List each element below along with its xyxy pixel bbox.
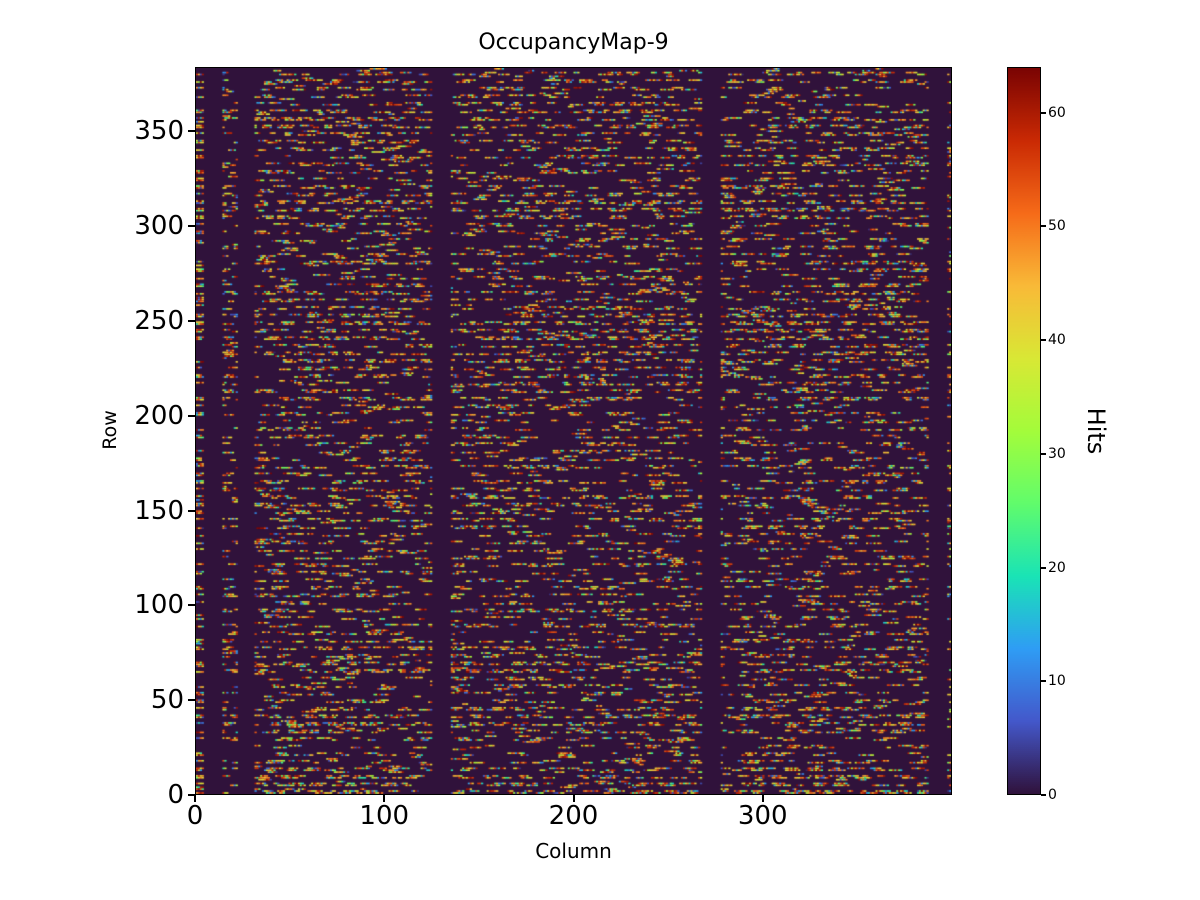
colorbar-tick-label: 50	[1048, 218, 1066, 235]
chart-title: OccupancyMap-9	[478, 30, 669, 55]
y-tick-label: 350	[134, 116, 184, 147]
x-tick-label: 300	[737, 801, 788, 831]
y-tick-label: 50	[150, 685, 184, 716]
colorbar-tick-label: 60	[1048, 104, 1066, 121]
y-tick-mark	[188, 699, 195, 702]
colorbar-tick-label: 10	[1048, 673, 1066, 690]
colorbar-tick-mark	[1041, 794, 1046, 796]
colorbar-tick-mark	[1041, 680, 1046, 683]
colorbar-tick-mark	[1041, 339, 1046, 341]
y-tick-label: 250	[134, 306, 184, 337]
x-axis-label: Column	[535, 839, 612, 863]
colorbar-tick-label: 40	[1048, 332, 1066, 348]
colorbar-tick-label: 0	[1048, 787, 1057, 803]
colorbar-canvas	[1008, 68, 1040, 794]
y-tick-mark	[188, 794, 195, 796]
y-tick-mark	[188, 414, 195, 417]
y-tick-mark	[188, 604, 195, 607]
x-tick-label: 0	[186, 801, 204, 831]
x-tick-label: 100	[359, 801, 410, 831]
x-tick-mark	[761, 795, 764, 802]
x-tick-label: 200	[548, 801, 599, 831]
x-tick-mark	[194, 795, 196, 802]
colorbar-tick-mark	[1041, 111, 1046, 114]
y-tick-label: 300	[134, 211, 184, 242]
y-tick-mark	[188, 320, 195, 323]
colorbar-tick-mark	[1041, 452, 1046, 455]
y-tick-mark	[188, 130, 195, 133]
colorbar-tick-mark	[1041, 225, 1046, 228]
x-tick-mark	[572, 795, 575, 802]
colorbar-tick-mark	[1041, 566, 1046, 569]
plot-area	[195, 67, 952, 795]
colorbar-tick-label: 20	[1048, 559, 1066, 576]
colorbar	[1007, 67, 1041, 795]
colorbar-label: Hits	[1082, 407, 1110, 455]
y-tick-label: 100	[134, 590, 184, 621]
x-tick-mark	[383, 795, 386, 802]
y-tick-mark	[188, 509, 195, 512]
colorbar-tick-label: 30	[1048, 445, 1066, 462]
y-tick-label: 150	[134, 495, 184, 526]
y-tick-label: 200	[134, 400, 184, 431]
heatmap-canvas	[196, 68, 951, 794]
y-tick-label: 0	[167, 780, 184, 810]
y-tick-mark	[188, 225, 195, 228]
